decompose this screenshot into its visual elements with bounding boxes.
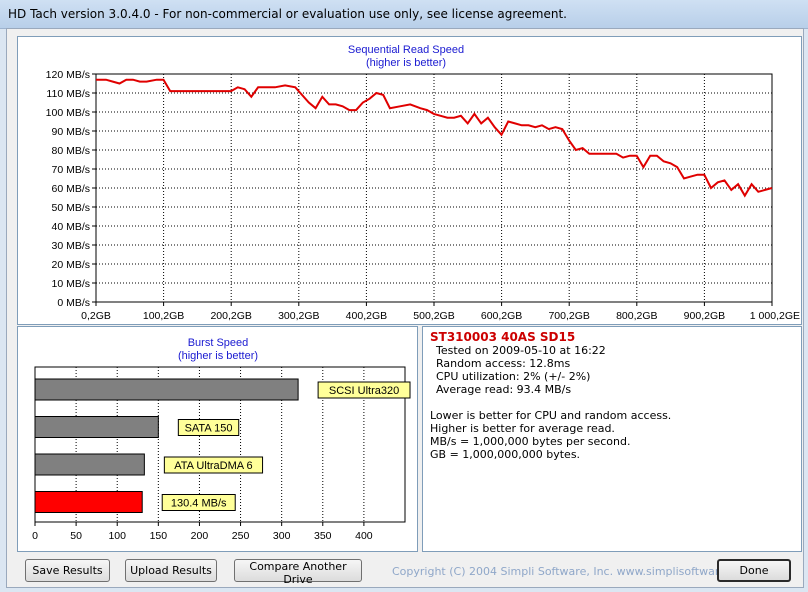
upload-results-button[interactable]: Upload Results	[125, 559, 217, 582]
sequential-read-panel: Sequential Read Speed (higher is better)…	[17, 36, 802, 325]
y-tick-label: 50 MB/s	[51, 202, 90, 214]
main-window: Sequential Read Speed (higher is better)…	[6, 28, 804, 588]
burst-tick-label: 200	[191, 530, 209, 542]
burst-label-box	[177, 419, 240, 436]
x-tick-label: 1 000,2GE	[750, 310, 800, 322]
y-tick-label: 70 MB/s	[51, 164, 90, 176]
y-tick-label: 0 MB/s	[57, 297, 90, 309]
y-tick-label: 40 MB/s	[51, 221, 90, 233]
burst-label-box	[163, 456, 264, 474]
random-access: Random access: 12.8ms	[436, 357, 571, 370]
x-tick-label: 500,2GB	[413, 310, 454, 322]
y-tick-label: 90 MB/s	[51, 126, 90, 138]
y-tick-label: 100 MB/s	[46, 107, 90, 119]
burst-tick-label: 0	[32, 530, 38, 542]
burst-tick-label: 400	[355, 530, 373, 542]
compare-another-drive-button[interactable]: Compare Another Drive	[234, 559, 362, 586]
sequential-read-series-line	[96, 78, 773, 198]
note-line: Higher is better for average read.	[430, 422, 615, 435]
x-tick-label: 100,2GB	[143, 310, 184, 322]
burst-chart-subtitle: (higher is better)	[178, 350, 258, 362]
copyright-text: Copyright (C) 2004 Simpli Software, Inc.…	[392, 565, 753, 578]
burst-chart-title: Burst Speed	[188, 337, 249, 349]
drive-info-panel: ST310003 40AS SD15 Tested on 2009-05-10 …	[422, 326, 802, 552]
average-read: Average read: 93.4 MB/s	[436, 383, 572, 396]
burst-bar-label: ATA UltraDMA 6	[174, 460, 252, 472]
burst-speed-chart: Burst Speed (higher is better) SCSI Ultr…	[32, 337, 411, 542]
y-tick-label: 30 MB/s	[51, 240, 90, 252]
burst-bar-label: 130.4 MB/s	[171, 498, 227, 510]
y-tick-label: 120 MB/s	[46, 69, 90, 81]
window-title: HD Tach version 3.0.4.0 - For non-commer…	[8, 7, 567, 21]
burst-bar-label: SATA 150	[185, 423, 233, 435]
burst-tick-label: 50	[70, 530, 82, 542]
y-tick-label: 20 MB/s	[51, 259, 90, 271]
burst-bar	[34, 491, 143, 513]
burst-speed-panel: Burst Speed (higher is better) SCSI Ultr…	[17, 326, 418, 552]
x-tick-label: 0,2GB	[81, 310, 111, 322]
sequential-read-chart: Sequential Read Speed (higher is better)…	[46, 44, 800, 322]
title-bar[interactable]: HD Tach version 3.0.4.0 - For non-commer…	[0, 0, 808, 29]
sequential-chart-title: Sequential Read Speed	[348, 44, 464, 56]
burst-tick-label: 350	[314, 530, 332, 542]
x-tick-label: 600,2GB	[481, 310, 522, 322]
x-tick-label: 900,2GB	[684, 310, 725, 322]
y-tick-label: 10 MB/s	[51, 278, 90, 290]
sequential-chart-subtitle: (higher is better)	[366, 57, 446, 69]
burst-bar	[34, 416, 159, 438]
save-results-button[interactable]: Save Results	[25, 559, 110, 582]
x-tick-label: 700,2GB	[548, 310, 589, 322]
x-tick-label: 800,2GB	[616, 310, 657, 322]
burst-bar-label: SCSI Ultra320	[329, 385, 399, 397]
burst-tick-label: 150	[150, 530, 168, 542]
x-tick-label: 200,2GB	[210, 310, 251, 322]
burst-label-box	[317, 381, 411, 399]
note-line: Lower is better for CPU and random acces…	[430, 409, 672, 422]
burst-bar	[34, 378, 299, 401]
x-tick-label: 300,2GB	[278, 310, 319, 322]
drive-model: ST310003 40AS SD15	[430, 330, 576, 344]
y-tick-label: 80 MB/s	[51, 145, 90, 157]
y-tick-label: 60 MB/s	[51, 183, 90, 195]
burst-bar	[34, 453, 145, 476]
note-line: GB = 1,000,000,000 bytes.	[430, 448, 581, 461]
done-button[interactable]: Done	[717, 559, 791, 582]
burst-tick-label: 300	[273, 530, 291, 542]
burst-label-box	[161, 494, 236, 511]
note-line: MB/s = 1,000,000 bytes per second.	[430, 435, 631, 448]
burst-tick-label: 250	[232, 530, 250, 542]
y-tick-label: 110 MB/s	[46, 88, 90, 100]
cpu-utilization: CPU utilization: 2% (+/- 2%)	[436, 370, 591, 383]
burst-tick-label: 100	[108, 530, 126, 542]
test-date: Tested on 2009-05-10 at 16:22	[436, 344, 606, 357]
x-tick-label: 400,2GB	[346, 310, 387, 322]
